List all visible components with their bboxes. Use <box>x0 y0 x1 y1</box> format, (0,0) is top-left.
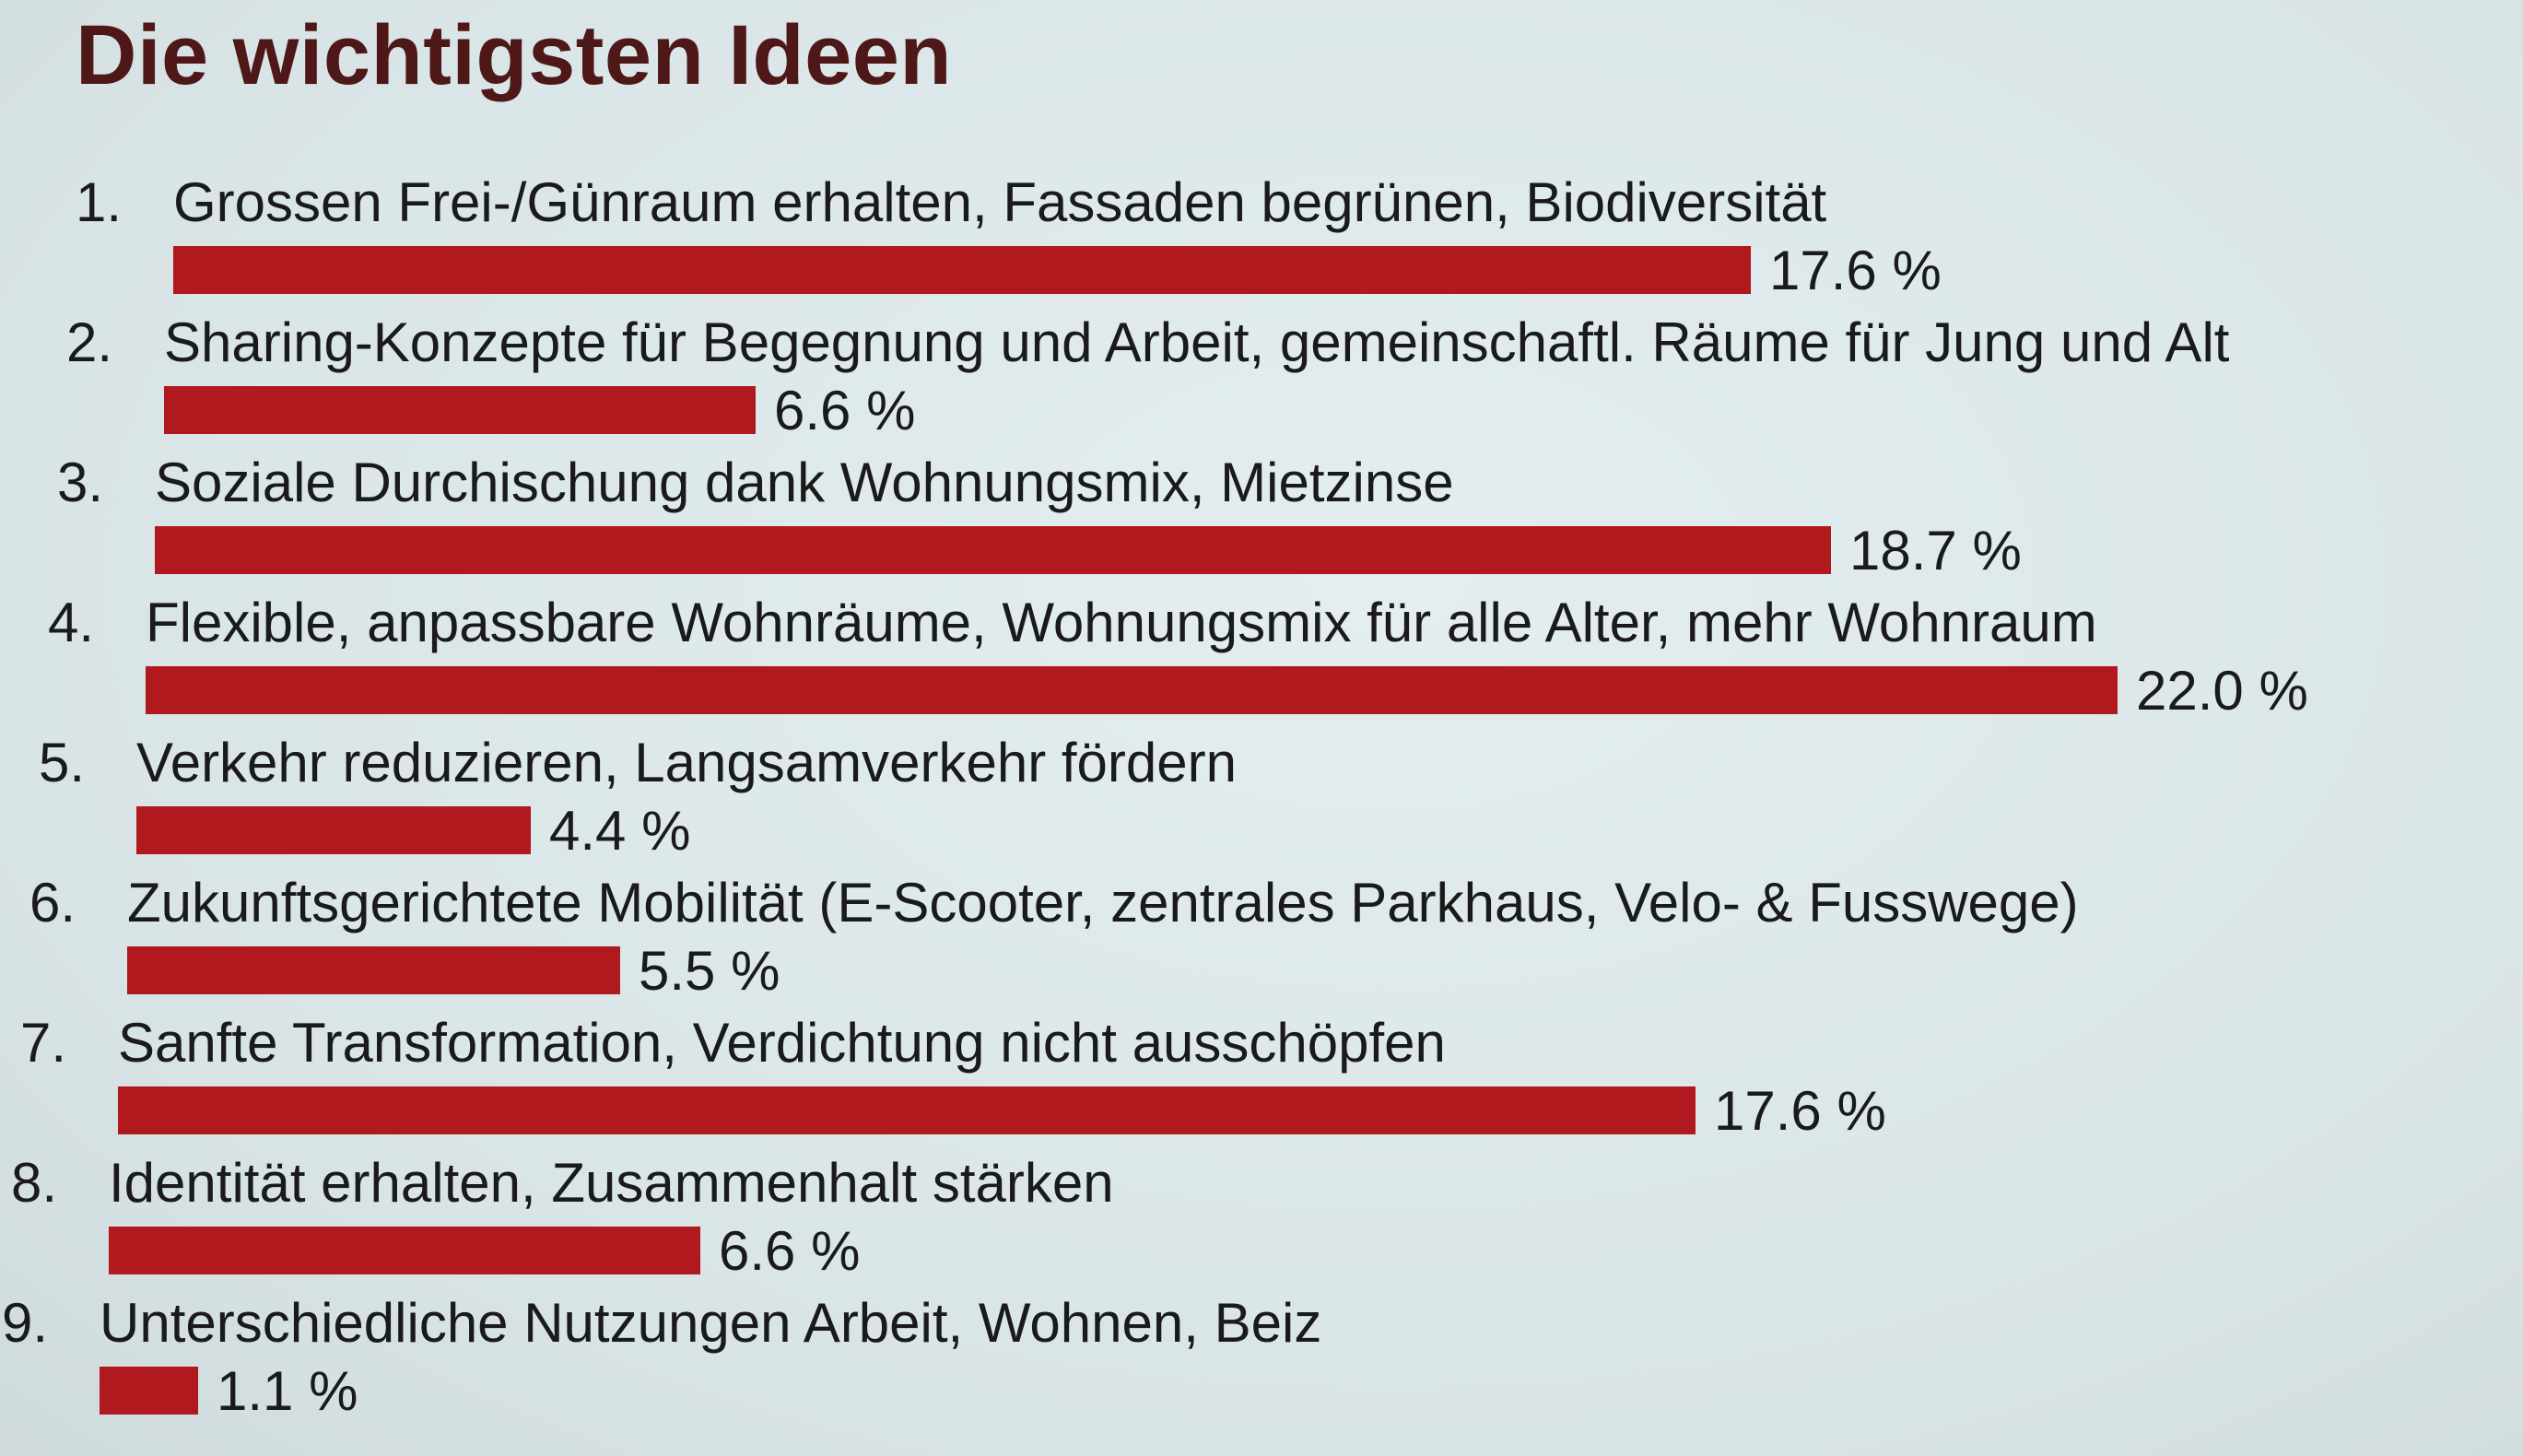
item-number: 5. <box>39 732 86 793</box>
category-label: Grossen Frei-/Günraum erhalten, Fassaden… <box>173 171 1827 233</box>
bar <box>136 806 531 854</box>
data-label: 17.6 % <box>1769 240 1942 301</box>
item-number: 9. <box>2 1292 49 1354</box>
bar <box>109 1227 700 1274</box>
item-number: 2. <box>66 311 113 373</box>
bar <box>118 1086 1696 1134</box>
bar <box>164 386 756 434</box>
category-label: Verkehr reduzieren, Langsamverkehr förde… <box>136 732 1237 793</box>
item-number: 7. <box>20 1012 67 1074</box>
category-label: Sanfte Transformation, Verdichtung nicht… <box>118 1012 1446 1074</box>
data-label: 22.0 % <box>2136 660 2308 722</box>
item-number: 8. <box>11 1152 58 1214</box>
bar <box>146 666 2118 714</box>
item-number: 4. <box>48 592 95 653</box>
item-number: 3. <box>57 452 104 513</box>
data-label: 18.7 % <box>1849 520 2022 581</box>
bar <box>155 526 1831 574</box>
category-label: Unterschiedliche Nutzungen Arbeit, Wohne… <box>100 1292 1322 1354</box>
category-label: Flexible, anpassbare Wohnräume, Wohnungs… <box>146 592 2097 653</box>
data-label: 17.6 % <box>1714 1080 1886 1142</box>
category-label: Soziale Durchischung dank Wohnungsmix, M… <box>155 452 1454 513</box>
category-label: Identität erhalten, Zusammenhalt stärken <box>109 1152 1114 1214</box>
bar <box>173 246 1751 294</box>
item-number: 1. <box>76 171 123 233</box>
bar <box>127 946 620 994</box>
data-label: 6.6 % <box>719 1220 861 1282</box>
category-label: Zukunftsgerichtete Mobilität (E-Scooter,… <box>127 872 2079 933</box>
data-label: 5.5 % <box>639 940 780 1002</box>
category-label: Sharing-Konzepte für Begegnung und Arbei… <box>164 311 2230 373</box>
data-label: 6.6 % <box>774 380 916 441</box>
data-label: 1.1 % <box>217 1360 358 1422</box>
data-label: 4.4 % <box>549 800 691 862</box>
bar <box>100 1367 198 1415</box>
chart-title: Die wichtigsten Ideen <box>76 8 953 102</box>
item-number: 6. <box>29 872 76 933</box>
